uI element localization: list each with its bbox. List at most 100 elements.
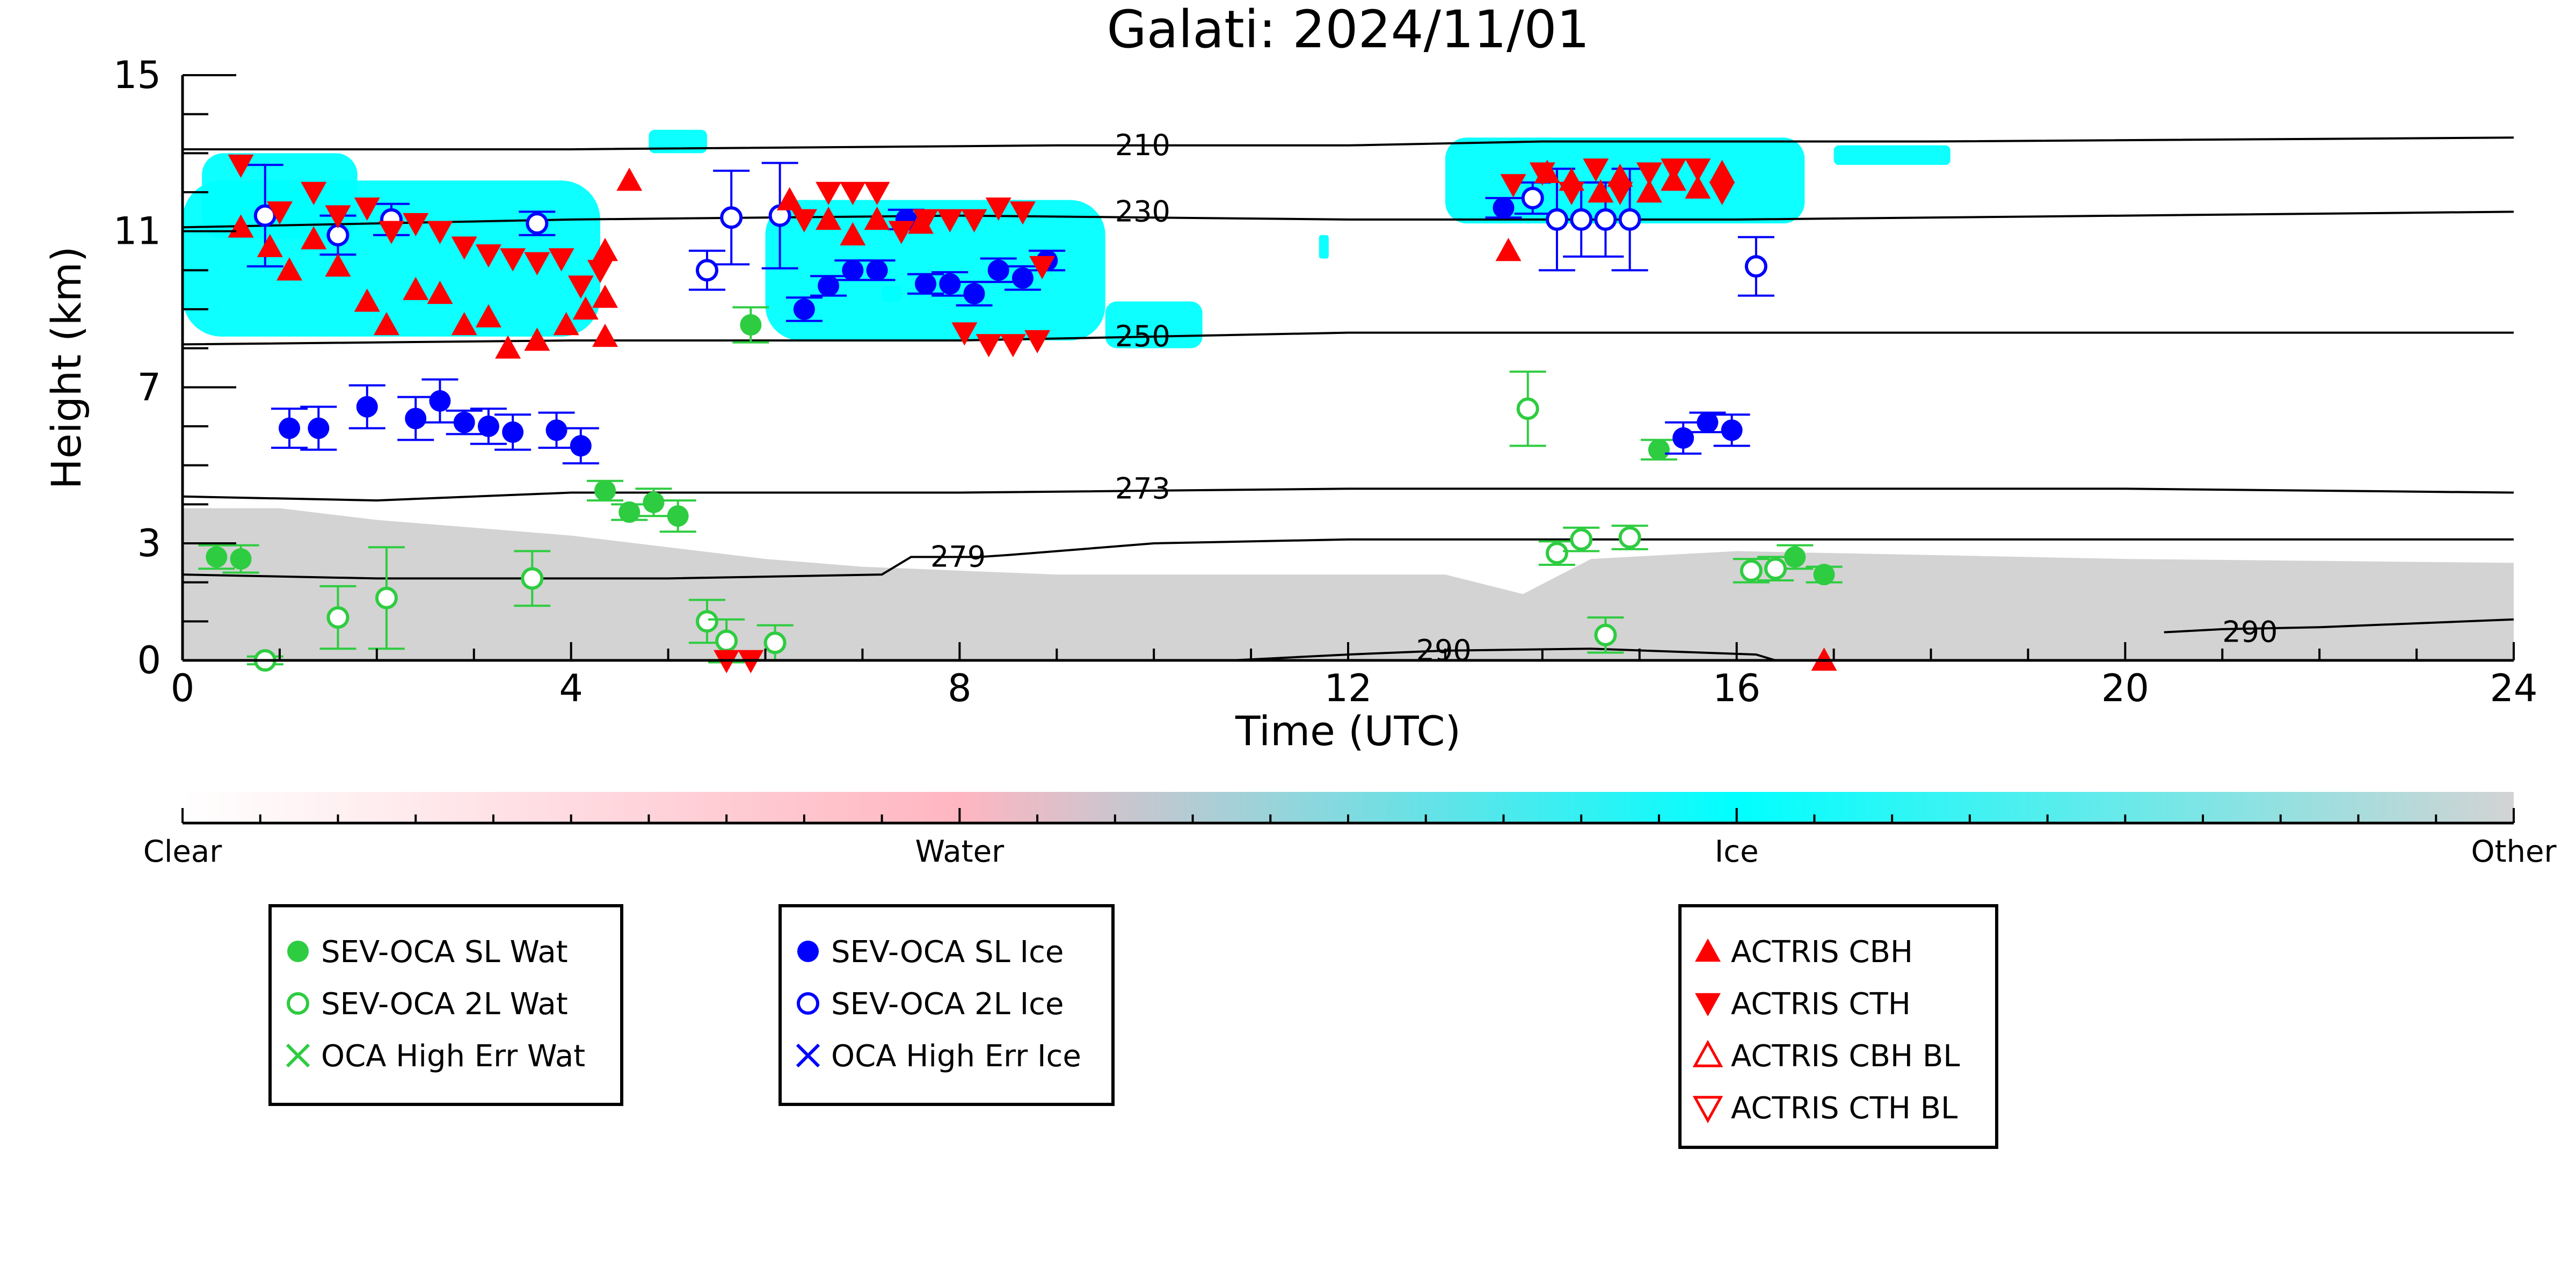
data-point [793,299,815,320]
data-point [667,505,689,527]
isotherm-line-273 [183,487,2514,502]
data-point [1740,559,1763,582]
data-point [715,629,738,652]
data-point [763,631,787,654]
legend-marker [796,1043,820,1068]
data-point [1784,546,1806,568]
data-point [375,586,398,609]
data-point [720,206,743,229]
data-point [354,288,380,312]
legend-marker [287,992,309,1015]
data-point [524,328,550,351]
data-point [1744,255,1767,278]
data-point [864,181,890,205]
data-point [1661,158,1687,182]
data-point [1618,208,1641,231]
legend-frame [268,904,623,1106]
data-point [791,209,817,232]
isotherm-line-290 [1231,647,1776,660]
legend-item: ACTRIS CTH BL [1692,1091,1958,1126]
legend-label: OCA High Err Wat [321,1039,585,1074]
data-point [1607,163,1633,187]
legend-item: OCA High Err Ice [796,1039,1081,1074]
legend-marker [1695,993,1721,1016]
x-tick-label: 24 [2490,666,2537,710]
data-point [1618,526,1641,549]
x-tick-label: 8 [948,666,972,710]
legend-label: ACTRIS CBH [1731,935,1913,970]
data-point [913,209,939,232]
legend-item: SEV-OCA SL Ice [797,935,1064,970]
data-point [1024,330,1051,354]
data-point [1516,397,1539,420]
data-point [1029,256,1056,280]
data-point [373,312,399,336]
y-tick-label: 3 [137,521,161,565]
data-point [1813,564,1835,586]
data-point [553,312,579,336]
data-point [257,234,283,257]
axes: 0 4 8 12 16 20 24 0 3 7 11 15 [113,53,2538,710]
data-point [888,221,914,244]
data-point [776,187,803,210]
isotherm-line-210 [183,136,2514,151]
data-point [502,421,524,443]
data-point [1764,557,1787,580]
data-point [616,168,643,191]
y-tick-label: 11 [113,209,161,253]
data-point [567,275,594,299]
data-point [594,479,616,501]
isotherm-line-230 [183,210,2514,229]
data-point [840,222,866,246]
legend-box-1: SEV-OCA SL Wat SEV-OCA 2L Wat OCA High Err… [268,904,623,1106]
data-point [985,197,1012,221]
data-point [301,226,327,250]
data-point [545,419,567,441]
legend-item: ACTRIS CTH [1695,987,1911,1022]
data-point [1570,528,1593,551]
data-point [1009,201,1036,225]
data-point [356,396,378,418]
y-tick-label: 15 [113,53,161,97]
legend-box-3: ACTRIS CBH ACTRIS CTH ACTRIS CBH BL ACTRIS … [1678,904,1998,1149]
legend-label: OCA High Err Ice [831,1039,1081,1074]
isotherm-label-290: 290 [2222,615,2277,649]
isotherm-label-290: 290 [1416,634,1472,667]
data-point [475,244,501,268]
data-point [1570,208,1593,231]
data-point [1607,181,1633,205]
legend-marker [1695,938,1721,962]
data-point [378,221,404,244]
data-point [842,259,864,281]
data-point [354,197,380,221]
data-point [592,323,618,347]
data-point [1588,179,1614,203]
data-point [451,236,477,260]
data-point [1545,208,1568,231]
data-point [1545,542,1568,565]
data-point [1721,419,1743,441]
legend-marker [287,941,309,962]
legend-box-2: SEV-OCA SL Ice SEV-OCA 2L Ice OCA High Err… [778,904,1115,1106]
data-point [987,259,1009,281]
series-actris-cbh [228,159,1837,671]
data-point [403,213,429,237]
data-point [475,304,501,328]
data-point [405,407,427,430]
data-point [427,221,453,244]
data-point [570,435,592,457]
legend-marker [797,992,819,1015]
ice-region-5 [882,286,901,302]
isotherm-label-250: 250 [1115,319,1170,353]
legend-label: ACTRIS CTH [1731,987,1911,1022]
data-point [308,417,330,439]
y-tick-label: 0 [137,638,161,682]
data-point [976,334,1002,358]
isotherm-contours: 210 230 250 273 279 290 290 [183,128,2514,667]
data-point [1493,197,1515,219]
legend-item: SEV-OCA 2L Ice [797,987,1064,1022]
data-point [592,238,618,261]
data-point [1000,334,1026,358]
data-point [1529,162,1555,186]
data-point [1709,181,1735,205]
